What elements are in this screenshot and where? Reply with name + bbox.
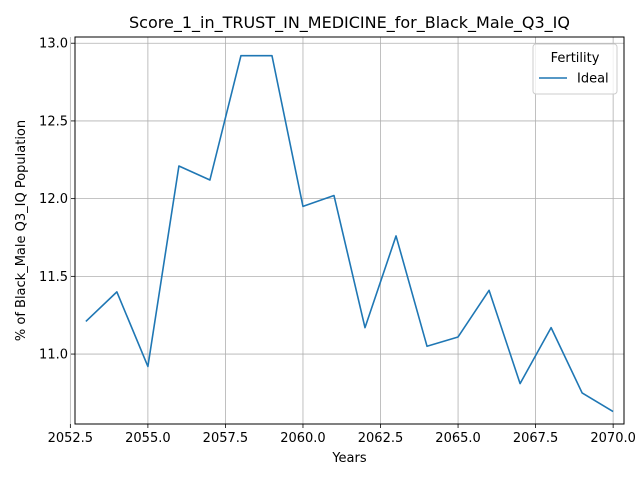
x-axis-label: Years	[331, 451, 367, 466]
series-line	[85, 54, 614, 413]
x-tick-label: 2065.0	[435, 431, 481, 446]
legend-title: Fertility	[551, 51, 600, 66]
y-tick-label: 13.0	[39, 37, 68, 52]
x-tick-label: 2067.5	[513, 431, 559, 446]
y-tick-label: 12.5	[39, 114, 68, 129]
chart-title: Score_1_in_TRUST_IN_MEDICINE_for_Black_M…	[129, 13, 570, 33]
y-tick-label: 11.5	[39, 270, 68, 285]
legend-box	[532, 43, 618, 95]
y-axis: 11.0 11.5 12.0 12.5 13.0	[39, 37, 75, 363]
legend: Fertility Ideal	[532, 43, 618, 95]
x-tick-label: 2052.5	[48, 431, 94, 446]
y-tick-label: 11.0	[39, 348, 68, 363]
x-tick-label: 2062.5	[358, 431, 404, 446]
x-tick-label: 2057.5	[203, 431, 249, 446]
y-axis-label: % of Black_Male Q3_IQ Population	[14, 120, 29, 341]
x-tick-label: 2060.0	[280, 431, 326, 446]
grid	[69, 37, 624, 424]
plot-frame	[74, 36, 625, 425]
x-axis: 2052.5 2055.0 2057.5 2060.0 2062.5 2065.0 2067…	[48, 424, 636, 446]
legend-label: Ideal	[577, 72, 609, 87]
y-tick-label: 12.0	[39, 192, 68, 207]
series-layer	[85, 54, 614, 413]
x-tick-label: 2055.0	[125, 431, 171, 446]
x-tick-label: 2070.0	[590, 431, 636, 446]
